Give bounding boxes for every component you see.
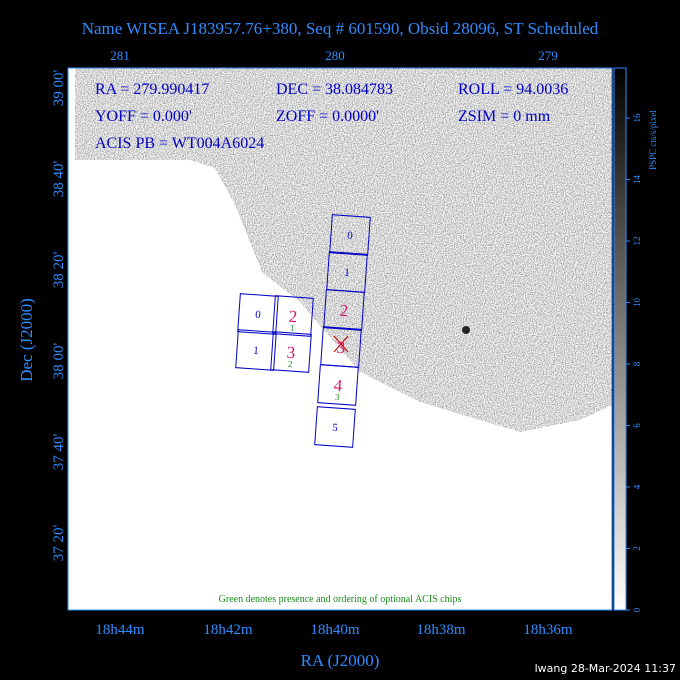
pointing-info: ROLL = 94.0036 xyxy=(458,81,568,98)
chip-label: 3 xyxy=(336,338,346,358)
y-axis-label: Dec (J2000) xyxy=(17,298,36,382)
pointing-info: YOFF = 0.000' xyxy=(95,108,192,125)
target-marker xyxy=(333,335,349,353)
top-tick-label: 281 xyxy=(110,48,130,63)
chip-label: 5 xyxy=(332,422,339,434)
bottom-tick-label: 18h36m xyxy=(523,622,573,638)
colorbar-tick-label: 4 xyxy=(632,484,642,489)
chip-outline xyxy=(323,289,365,331)
point-source xyxy=(462,326,470,334)
left-tick-label: 38 40' xyxy=(51,160,67,197)
left-tick-label: 37 20' xyxy=(51,524,67,561)
colorbar-tick-label: 0 xyxy=(632,607,642,612)
colorbar-tick-label: 2 xyxy=(632,546,642,551)
ccd-chip: 2 xyxy=(323,289,365,331)
bottom-tick-label: 18h42m xyxy=(203,622,253,638)
ccd-chip: 1 xyxy=(235,329,277,371)
chip-outline xyxy=(235,329,277,371)
chip-outline xyxy=(272,295,314,337)
ccd-chip: 5 xyxy=(314,406,356,448)
colorbar xyxy=(613,67,627,611)
chip-outline xyxy=(314,406,356,448)
ccd-chip: 43 xyxy=(317,364,359,406)
left-tick-label: 37 40' xyxy=(51,433,67,470)
pointing-info: RA = 279.990417 xyxy=(95,81,209,98)
chip-label: 0 xyxy=(347,230,354,242)
colorbar-tick-label: 12 xyxy=(632,237,642,246)
x-axis-label: RA (J2000) xyxy=(301,651,380,670)
optional-order: 1 xyxy=(290,323,295,333)
bottom-tick-label: 18h44m xyxy=(95,622,145,638)
target-x xyxy=(333,335,349,353)
chip-label: 3 xyxy=(286,343,296,363)
chip-outline xyxy=(270,331,312,373)
chip-label: 2 xyxy=(288,307,298,327)
chip-label: 2 xyxy=(339,301,349,321)
chip-label: 1 xyxy=(253,345,259,357)
bottom-tick-label: 18h40m xyxy=(310,622,360,638)
colorbar-tick-label: 8 xyxy=(632,361,642,366)
ccd-chip: 0 xyxy=(329,214,371,256)
pointing-info: DEC = 38.084783 xyxy=(276,81,393,98)
pointing-info: ACIS PB = WT004A6024 xyxy=(95,135,264,152)
colorbar-tick-label: 6 xyxy=(632,423,642,428)
chip-outline xyxy=(317,364,359,406)
pointing-info: ZOFF = 0.0000' xyxy=(276,108,379,125)
colorbar-tick-label: 16 xyxy=(632,113,642,123)
optional-order: 2 xyxy=(288,359,293,369)
footer: lwang 28-Mar-2024 11:37 xyxy=(535,662,676,675)
chip-label: 1 xyxy=(344,267,350,279)
top-tick-label: 279 xyxy=(538,48,558,63)
colorbar-label: PSPC cts/s/pixel xyxy=(648,110,658,170)
chip-label: 0 xyxy=(255,309,262,321)
colorbar-tick-label: 14 xyxy=(632,175,642,185)
ccd-chip: 32 xyxy=(270,331,312,373)
top-tick-label: 280 xyxy=(325,48,345,63)
left-tick-label: 39 00' xyxy=(51,69,67,106)
left-tick-label: 38 20' xyxy=(51,251,67,288)
chip-label: 4 xyxy=(333,376,343,396)
left-tick-label: 38 00' xyxy=(51,342,67,379)
ccd-chip: 21 xyxy=(272,295,314,337)
note: Green denotes presence and ordering of o… xyxy=(219,594,462,605)
bottom-tick-label: 18h38m xyxy=(416,622,466,638)
colorbar-tick-label: 10 xyxy=(632,298,642,308)
optional-order: 3 xyxy=(335,392,341,402)
title: Name WISEA J183957.76+380, Seq # 601590,… xyxy=(82,19,599,38)
ccd-chip: 0 xyxy=(237,293,279,335)
chip-outline xyxy=(329,214,371,256)
chip-outline xyxy=(237,293,279,335)
pointing-info: ZSIM = 0 mm xyxy=(458,108,551,125)
